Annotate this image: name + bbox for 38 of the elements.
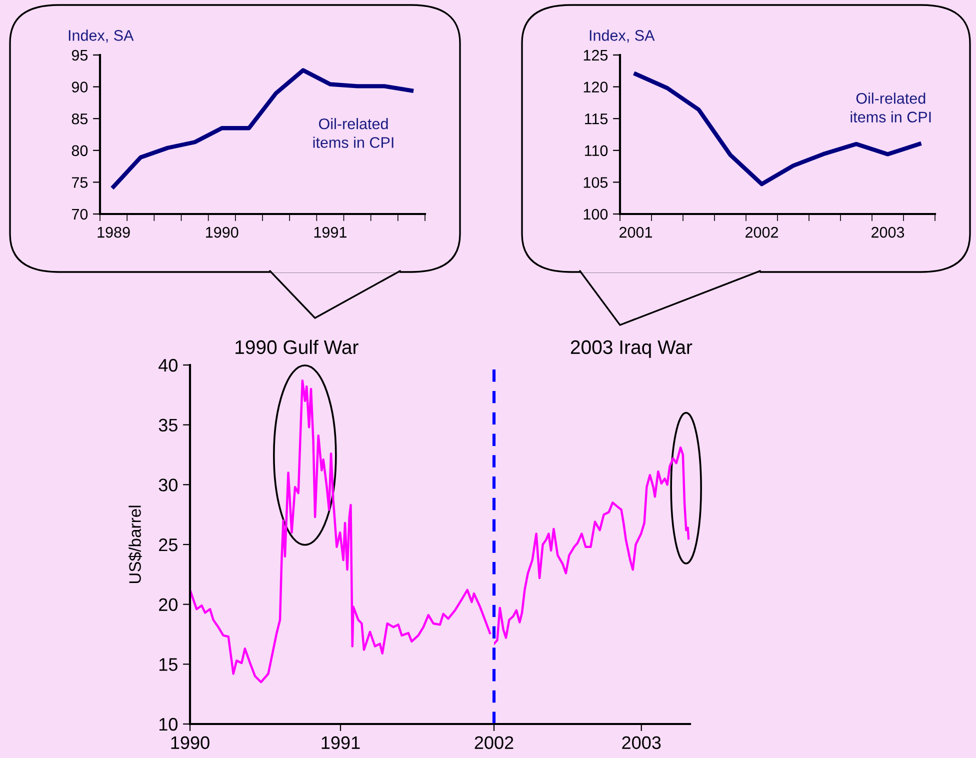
y-axis-title: US$/barrel xyxy=(128,506,142,584)
x-tick-label: 2001 xyxy=(620,226,652,238)
y-tick-label: 90 xyxy=(72,82,88,92)
line-series xyxy=(190,379,492,684)
y-tick-label: 75 xyxy=(72,177,88,188)
y-tick-label: 20 xyxy=(159,598,178,612)
y-tick-label: 70 xyxy=(72,208,88,220)
y-tick-label: 120 xyxy=(584,82,608,92)
y-tick-label: 115 xyxy=(585,114,608,124)
y-tick-label: 80 xyxy=(72,145,88,156)
y-tick-label: 85 xyxy=(72,113,88,124)
x-tick-label: 1989 xyxy=(98,226,130,238)
x-tick-label: 2003 xyxy=(622,736,661,750)
y-tick-label: 25 xyxy=(159,538,178,552)
y-tick-label: 95 xyxy=(72,50,88,61)
chart-title: 1990 Gulf War xyxy=(236,340,358,354)
x-tick-label: 1990 xyxy=(206,226,238,238)
y-tick-label: 40 xyxy=(158,358,178,372)
y-tick-label: 125 xyxy=(584,50,608,61)
y-tick-label: 105 xyxy=(584,177,608,188)
x-tick-label: 2002 xyxy=(474,736,514,750)
y-tick-label: 10 xyxy=(159,718,178,731)
annotation: Oil-related items in CPI xyxy=(850,92,931,122)
y-axis-title: Index, SA xyxy=(68,30,134,43)
x-tick-label: 1991 xyxy=(314,226,346,238)
y-tick-label: 110 xyxy=(585,145,608,156)
x-tick-label: 2003 xyxy=(872,226,904,238)
y-tick-label: 30 xyxy=(158,478,178,492)
y-tick-label: 15 xyxy=(159,658,178,671)
x-tick-label: 2002 xyxy=(746,226,778,238)
y-tick-label: 35 xyxy=(158,418,178,432)
chart-title: 2003 Iraq War xyxy=(570,340,692,358)
x-tick-label: 1990 xyxy=(171,736,210,750)
line-series xyxy=(111,68,414,189)
y-axis-title: Index, SA xyxy=(590,30,655,43)
annotation: Oil-related items in CPI xyxy=(313,118,394,148)
x-tick-label: 1991 xyxy=(322,736,360,750)
y-tick-label: 100 xyxy=(584,208,608,220)
